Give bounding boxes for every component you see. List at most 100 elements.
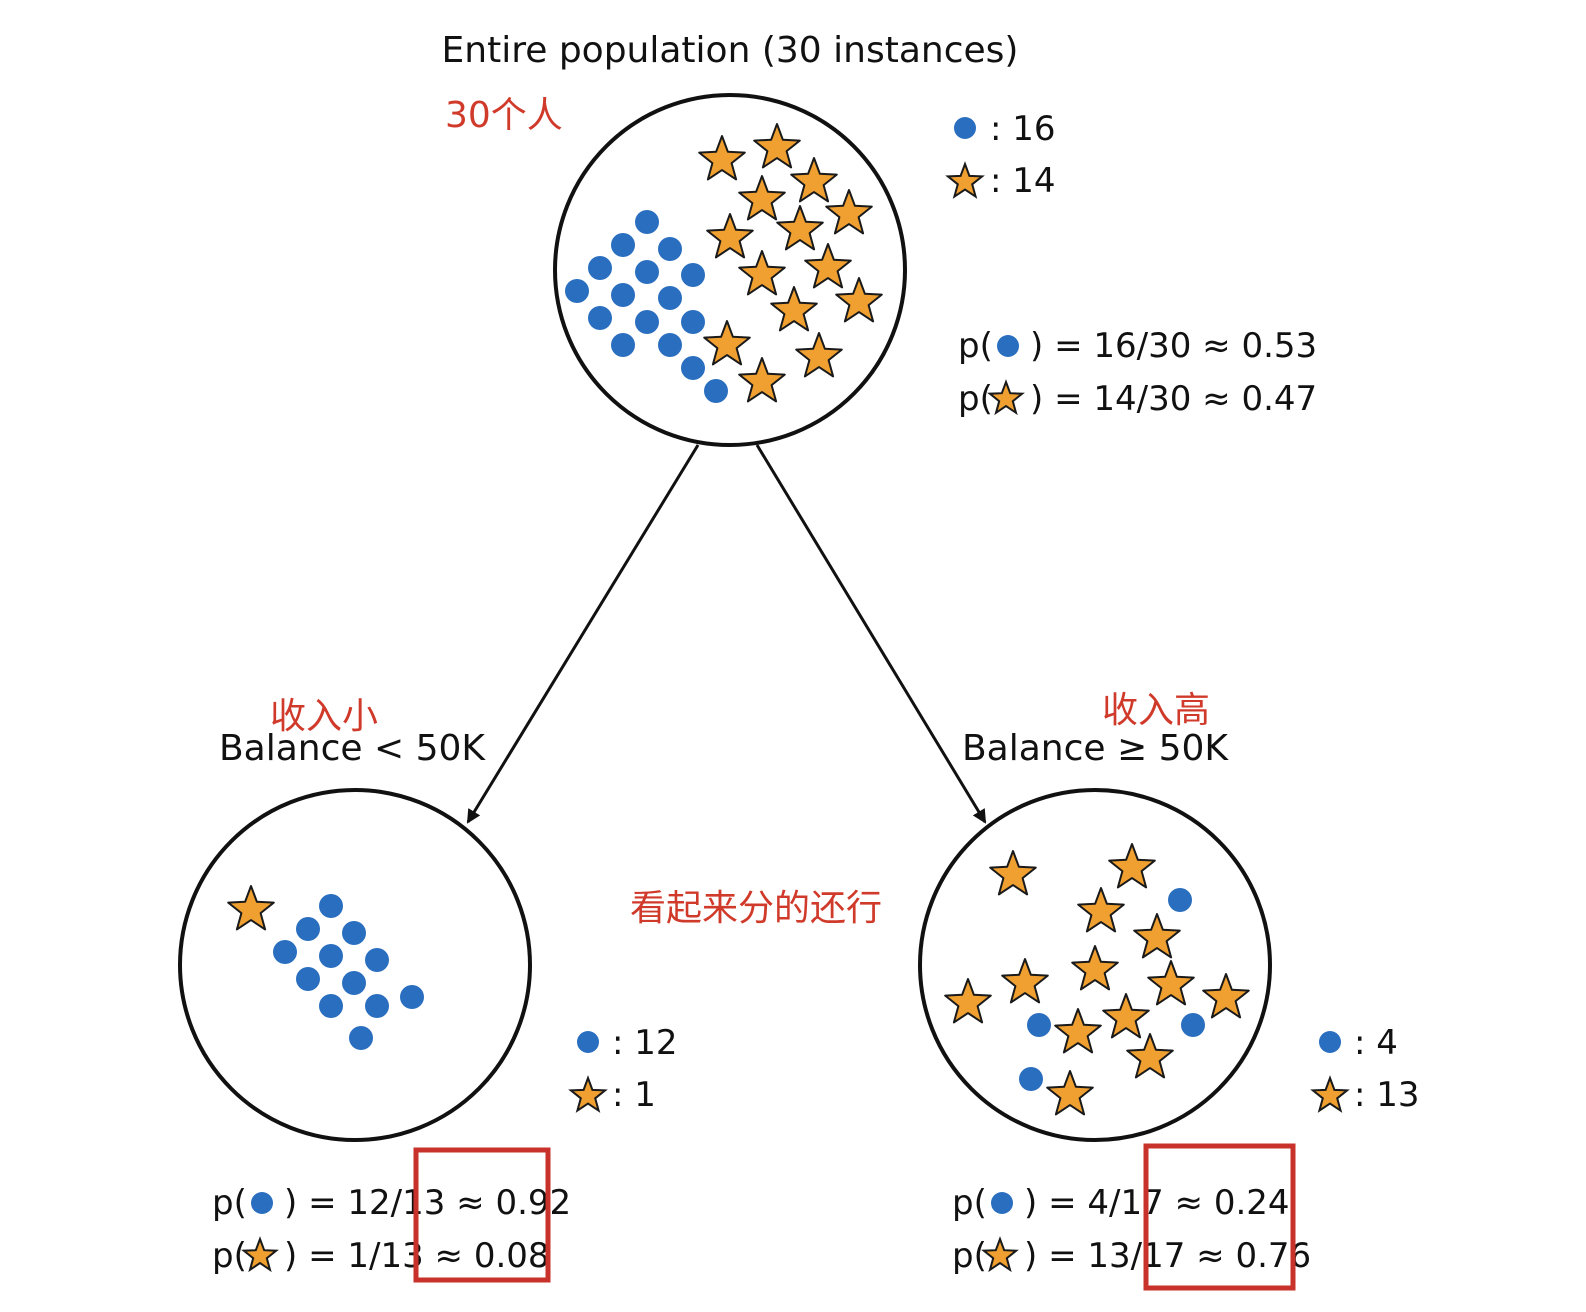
- middle-note: 看起来分的还行: [630, 888, 882, 929]
- blue-dot-icon: [1027, 1013, 1051, 1037]
- blue-dot-icon: [319, 944, 343, 968]
- orange-star-icon: [1126, 1033, 1174, 1079]
- blue-dot-icon: [342, 921, 366, 945]
- orange-star-icon: [568, 1075, 608, 1113]
- orange-star-icon: [738, 175, 786, 221]
- blue-dot-icon: [296, 967, 320, 991]
- orange-star-icon: [989, 850, 1037, 896]
- blue-dot-icon: [991, 1192, 1013, 1214]
- left-dot-count: : 12: [612, 1023, 678, 1063]
- blue-dot-icon: [658, 333, 682, 357]
- orange-star-icon: [987, 379, 1025, 416]
- left-p-star-prefix: p(: [212, 1236, 247, 1276]
- orange-star-icon: [825, 189, 873, 235]
- blue-dot-icon: [611, 283, 635, 307]
- blue-dot-icon: [365, 948, 389, 972]
- orange-star-icon: [795, 332, 843, 378]
- orange-star-icon: [1310, 1075, 1350, 1113]
- blue-dot-icon: [658, 237, 682, 261]
- orange-star-icon: [1133, 913, 1181, 959]
- blue-dot-icon: [319, 994, 343, 1018]
- blue-dot-icon: [296, 917, 320, 941]
- orange-star-icon: [1071, 945, 1119, 991]
- orange-star-icon: [945, 161, 985, 199]
- blue-dot-icon: [1181, 1013, 1205, 1037]
- blue-dot-icon: [611, 233, 635, 257]
- orange-star-icon: [703, 320, 751, 366]
- orange-star-icon: [1077, 887, 1125, 933]
- right-p-dot-value: ) = 4/17 ≈ 0.24: [1024, 1183, 1290, 1223]
- orange-star-icon: [944, 978, 992, 1024]
- right-node-markers: [944, 843, 1250, 1116]
- root-star-count: : 14: [990, 161, 1056, 201]
- orange-star-icon: [776, 205, 824, 251]
- orange-star-icon: [227, 885, 275, 931]
- root-p-dot-value: ) = 16/30 ≈ 0.53: [1030, 326, 1317, 366]
- orange-star-icon: [790, 157, 838, 203]
- right-p-star-prefix: p(: [952, 1236, 987, 1276]
- blue-dot-icon: [400, 985, 424, 1009]
- blue-dot-icon: [635, 260, 659, 284]
- root-p-star-prefix: p(: [958, 379, 993, 419]
- orange-star-icon: [738, 250, 786, 296]
- blue-dot-icon: [588, 256, 612, 280]
- blue-dot-icon: [319, 894, 343, 918]
- right-note: 收入高: [1102, 690, 1210, 731]
- left-legend: : 12 : 1: [568, 1023, 678, 1115]
- blue-dot-icon: [588, 306, 612, 330]
- blue-dot-icon: [611, 333, 635, 357]
- orange-star-icon: [1108, 843, 1156, 889]
- blue-dot-icon: [635, 310, 659, 334]
- blue-dot-icon: [349, 1026, 373, 1050]
- orange-star-icon: [804, 243, 852, 289]
- left-condition: Balance < 50K: [219, 728, 486, 769]
- blue-dot-icon: [251, 1192, 273, 1214]
- orange-star-icon: [738, 357, 786, 403]
- blue-dot-icon: [565, 279, 589, 303]
- blue-dot-icon: [954, 117, 976, 139]
- orange-star-icon: [1054, 1008, 1102, 1054]
- blue-dot-icon: [704, 379, 728, 403]
- blue-dot-icon: [577, 1031, 599, 1053]
- root-title: Entire population (30 instances): [442, 30, 1019, 71]
- blue-dot-icon: [681, 356, 705, 380]
- right-dot-count: : 4: [1354, 1023, 1398, 1063]
- blue-dot-icon: [342, 971, 366, 995]
- left-note: 收入小: [270, 696, 378, 737]
- root-dot-count: : 16: [990, 109, 1056, 149]
- edge-right-arrow: [755, 444, 987, 824]
- blue-dot-icon: [635, 210, 659, 234]
- orange-star-icon: [753, 123, 801, 169]
- root-p-dot-prefix: p(: [958, 326, 993, 366]
- orange-star-icon: [1202, 973, 1250, 1019]
- root-p-star-value: ) = 14/30 ≈ 0.47: [1030, 379, 1317, 419]
- left-node-circle: [178, 788, 532, 1142]
- blue-dot-icon: [997, 335, 1019, 357]
- right-legend: : 4 : 13: [1310, 1023, 1420, 1115]
- orange-star-icon: [706, 213, 754, 259]
- right-highlight-box: [1143, 1143, 1296, 1291]
- right-probabilities: p( ) = 4/17 ≈ 0.24 p( ) = 13/17 ≈ 0.76: [952, 1183, 1311, 1276]
- left-star-count: : 1: [612, 1075, 656, 1115]
- orange-star-icon: [1001, 958, 1049, 1004]
- blue-dot-icon: [1319, 1031, 1341, 1053]
- right-condition: Balance ≥ 50K: [962, 728, 1229, 769]
- blue-dot-icon: [658, 286, 682, 310]
- root-legend: : 16 : 14: [945, 109, 1056, 201]
- orange-star-icon: [981, 1236, 1019, 1273]
- blue-dot-icon: [273, 940, 297, 964]
- left-p-dot-value: ) = 12/13 ≈ 0.92: [284, 1183, 571, 1223]
- blue-dot-icon: [1019, 1067, 1043, 1091]
- root-note: 30个人: [445, 95, 563, 136]
- blue-dot-icon: [681, 310, 705, 334]
- orange-star-icon: [1102, 993, 1150, 1039]
- edge-left-arrow: [466, 444, 700, 824]
- root-probabilities: p( ) = 16/30 ≈ 0.53 p( ) = 14/30 ≈ 0.47: [958, 326, 1317, 419]
- right-p-star-value: ) = 13/17 ≈ 0.76: [1024, 1236, 1311, 1276]
- orange-star-icon: [770, 286, 818, 332]
- orange-star-icon: [1046, 1070, 1094, 1116]
- orange-star-icon: [698, 135, 746, 181]
- blue-dot-icon: [1168, 888, 1192, 912]
- orange-star-icon: [835, 277, 883, 323]
